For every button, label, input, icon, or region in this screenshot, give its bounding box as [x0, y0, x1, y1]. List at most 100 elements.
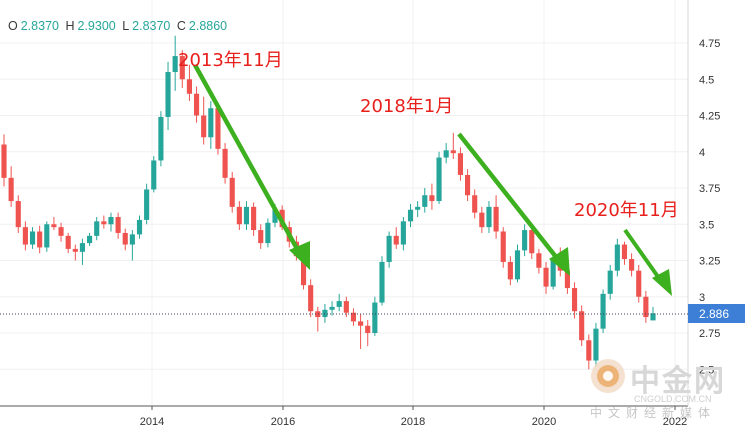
candle-body [514, 250, 521, 280]
candle-body [358, 321, 364, 326]
candle [593, 322, 599, 367]
candle-body [429, 195, 435, 202]
candle-body [136, 219, 143, 235]
candle [44, 221, 50, 252]
candle-body [186, 79, 192, 94]
annotation-arrow-3 [623, 228, 672, 296]
candle-body [129, 234, 135, 245]
candle [514, 244, 521, 283]
candle-body [350, 312, 357, 322]
candle-body [472, 195, 478, 213]
candle-body [422, 195, 428, 207]
candle-body [172, 56, 178, 72]
candle [479, 206, 485, 233]
candle [415, 201, 421, 217]
candle-body [343, 301, 349, 313]
candle-body [650, 313, 656, 321]
candle [343, 296, 349, 318]
candle-body [529, 230, 535, 254]
candle-body [258, 230, 264, 244]
candle-body [144, 189, 150, 220]
candle [179, 50, 185, 88]
candle-body [94, 221, 100, 236]
candle-body [579, 311, 585, 341]
candle [607, 264, 613, 300]
last-price-label: 2.886 [699, 307, 729, 321]
candle [15, 195, 21, 233]
candle-body [229, 177, 235, 207]
y-tick-label: 3.5 [699, 219, 714, 231]
candle-body [443, 150, 449, 158]
candle-body [215, 108, 221, 149]
candle [151, 156, 157, 193]
annotation-label-2: 2018年1月 [360, 96, 453, 117]
candle-body [108, 217, 114, 225]
candle [465, 169, 471, 202]
candle [614, 238, 620, 277]
candle [379, 256, 385, 306]
candle [629, 253, 635, 277]
candle [87, 232, 93, 246]
candle-body [564, 270, 570, 289]
candle-body [486, 206, 492, 228]
candle-body [643, 296, 649, 318]
candle-body [621, 244, 628, 260]
candle-body [251, 206, 257, 231]
candle [58, 222, 64, 242]
candle [500, 227, 506, 268]
candle [229, 172, 235, 213]
candle [350, 308, 357, 326]
annotation-label-3: 2020年11月 [574, 200, 679, 221]
y-tick-label: 3.75 [699, 183, 720, 195]
candle-body [522, 230, 528, 251]
candle [65, 232, 71, 254]
candle-body [44, 224, 50, 248]
candle-body [500, 231, 506, 262]
candle [365, 319, 371, 347]
candle-body [436, 157, 442, 202]
ohlc-readout: O 2.8370 H 2.9300 L 2.8370 C 2.8860 [8, 19, 230, 33]
x-tick-label: 2014 [140, 416, 164, 428]
candle [600, 289, 606, 333]
candle-body [629, 259, 635, 271]
x-tick-label: 2018 [401, 416, 425, 428]
y-tick-label: 4.5 [699, 74, 714, 86]
candle [101, 215, 107, 229]
candle [79, 238, 86, 265]
candle-body [158, 116, 164, 161]
candle [429, 183, 435, 210]
candle-body [29, 231, 36, 245]
candle [393, 227, 399, 249]
candle-body [507, 261, 513, 280]
candle-body [543, 267, 549, 287]
last-price-tag [688, 304, 745, 323]
candle [186, 64, 192, 101]
candle-body [636, 270, 642, 297]
candle [122, 228, 128, 251]
candle [251, 202, 257, 236]
candle [315, 306, 321, 332]
candle [571, 282, 578, 319]
candle [358, 314, 364, 349]
candle [243, 201, 250, 231]
candle-body [329, 306, 335, 310]
candle [536, 248, 542, 274]
high-value: 2.9300 [77, 19, 116, 33]
candle-body [600, 293, 606, 329]
candle [493, 195, 499, 239]
y-tick-label: 3 [699, 292, 705, 304]
candle [636, 264, 642, 303]
candle-body [379, 261, 385, 303]
candle-body [179, 56, 185, 80]
candle-body [122, 232, 128, 245]
x-tick-label: 2016 [271, 416, 295, 428]
candle [72, 244, 78, 261]
candle [158, 111, 164, 167]
candle-body [322, 309, 328, 318]
candle-body [586, 340, 592, 361]
candle-body [614, 244, 620, 271]
candle [222, 143, 228, 184]
candle [215, 102, 221, 155]
y-tick-label: 4.75 [699, 38, 720, 50]
